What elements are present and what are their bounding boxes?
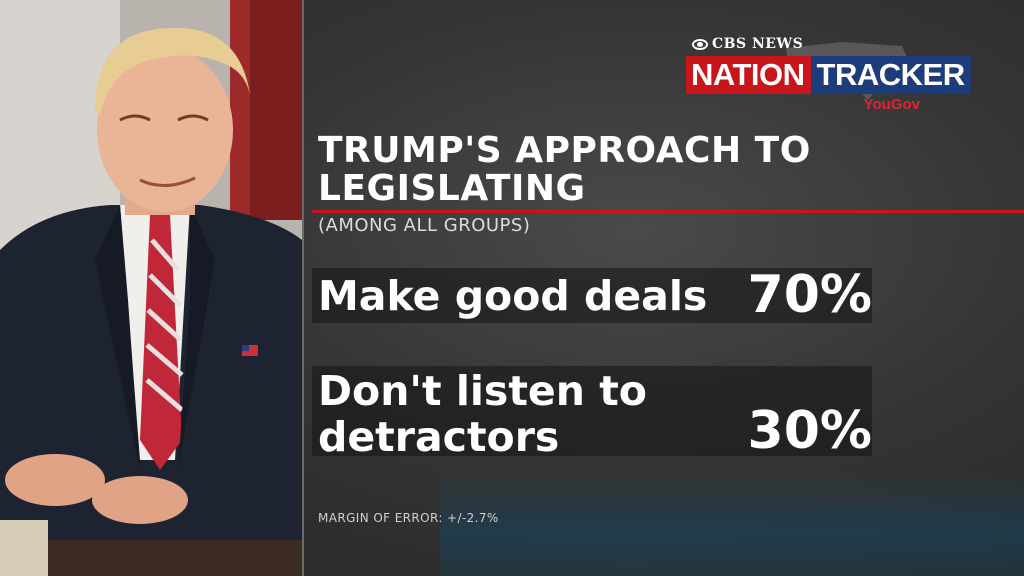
nation-tracker-logo: CBS NEWS NATION TRACKER YouGov bbox=[686, 36, 971, 116]
portrait-illustration bbox=[0, 0, 302, 576]
brand-tracker: TRACKER bbox=[810, 56, 971, 94]
result-label-make-good-deals: Make good deals bbox=[318, 272, 708, 320]
title-rule bbox=[312, 210, 1024, 213]
result-value-make-good-deals: 70% bbox=[747, 265, 872, 325]
background-accent bbox=[440, 470, 1024, 576]
margin-of-error: MARGIN OF ERROR: +/-2.7% bbox=[318, 511, 499, 525]
brand-nation: NATION bbox=[686, 56, 811, 94]
result-label-dont-listen: Don't listen to detractors bbox=[318, 367, 647, 461]
chart-subtitle: (AMONG ALL GROUPS) bbox=[318, 215, 531, 236]
yougov-label: YouGov bbox=[863, 96, 920, 113]
cbs-news-text: CBS NEWS bbox=[712, 36, 804, 52]
tracker-bar: NATION TRACKER bbox=[686, 56, 971, 94]
cbs-news-label: CBS NEWS bbox=[692, 36, 803, 52]
portrait-photo bbox=[0, 0, 302, 576]
result-row-backdrop bbox=[312, 366, 872, 456]
result-value-dont-listen: 30% bbox=[747, 401, 872, 461]
photo-divider bbox=[302, 0, 304, 576]
chart-title: TRUMP'S APPROACH TO LEGISLATING bbox=[318, 130, 811, 209]
result-row-backdrop bbox=[312, 268, 872, 323]
cbs-eye-icon bbox=[692, 38, 708, 50]
